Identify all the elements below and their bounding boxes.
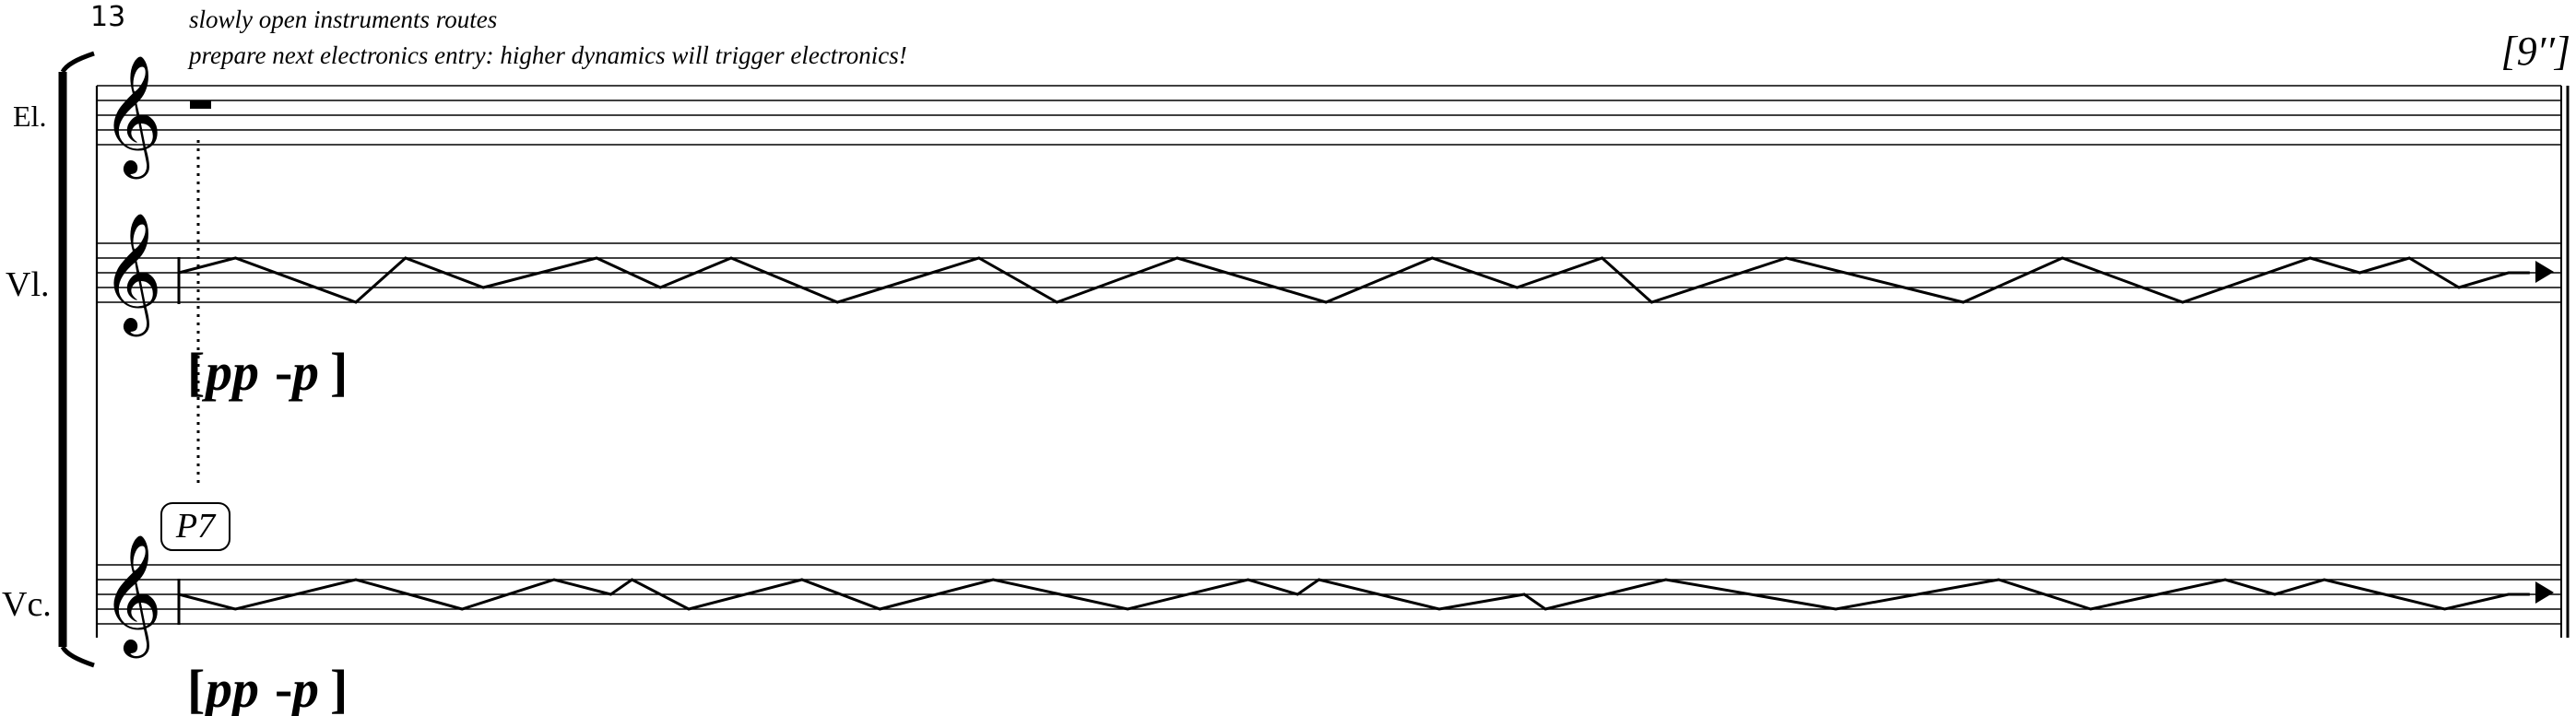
whole-rest-icon bbox=[190, 100, 211, 109]
duration-mark: [9′′] bbox=[2501, 29, 2571, 74]
staff-lines bbox=[97, 564, 2561, 625]
treble-clef-icon: 𝄞 bbox=[101, 54, 162, 180]
svg-text:-: - bbox=[275, 659, 292, 716]
svg-text:p: p bbox=[288, 342, 319, 402]
staff-lines bbox=[97, 85, 2561, 146]
svg-text:]: ] bbox=[330, 659, 348, 716]
staff-label-violin: Vl. bbox=[6, 265, 50, 304]
svg-text:]: ] bbox=[330, 342, 348, 402]
zigzag-contour bbox=[178, 256, 2530, 304]
staff-label-electronics: El. bbox=[13, 100, 46, 133]
svg-text:pp: pp bbox=[201, 342, 259, 402]
dynamic-marking: [ pp - p ] bbox=[187, 342, 348, 402]
arrow-right-icon bbox=[2535, 581, 2554, 604]
svg-text:p: p bbox=[288, 659, 319, 716]
treble-clef-icon: 𝄞 bbox=[101, 534, 162, 659]
staff-electronics: El. 𝄞 bbox=[13, 54, 2561, 180]
rehearsal-box: P7 bbox=[160, 502, 230, 551]
svg-text:-: - bbox=[275, 342, 292, 402]
svg-text:[: [ bbox=[187, 659, 205, 716]
rehearsal-label: P7 bbox=[175, 507, 217, 546]
treble-clef-icon: 𝄞 bbox=[101, 212, 162, 337]
arrow-right-icon bbox=[2535, 261, 2554, 283]
final-barline bbox=[2560, 86, 2570, 638]
staff-label-cello: Vc. bbox=[2, 585, 52, 624]
instruction-line-2: prepare next electronics entry: higher d… bbox=[187, 41, 907, 69]
staff-cello: Vc. 𝄞 [ pp - p ] bbox=[2, 534, 2561, 716]
system-bracket bbox=[58, 51, 95, 668]
staff-lines bbox=[97, 242, 2561, 303]
zigzag-contour bbox=[178, 578, 2530, 611]
measure-number: 13 bbox=[90, 1, 125, 33]
staff-violin: Vl. 𝄞 [ pp - p ] bbox=[6, 212, 2561, 402]
instruction-line-1: slowly open instruments routes bbox=[189, 6, 497, 33]
svg-text:[: [ bbox=[187, 342, 205, 402]
dynamic-marking: [ pp - p ] bbox=[187, 659, 348, 716]
svg-text:pp: pp bbox=[201, 659, 259, 716]
